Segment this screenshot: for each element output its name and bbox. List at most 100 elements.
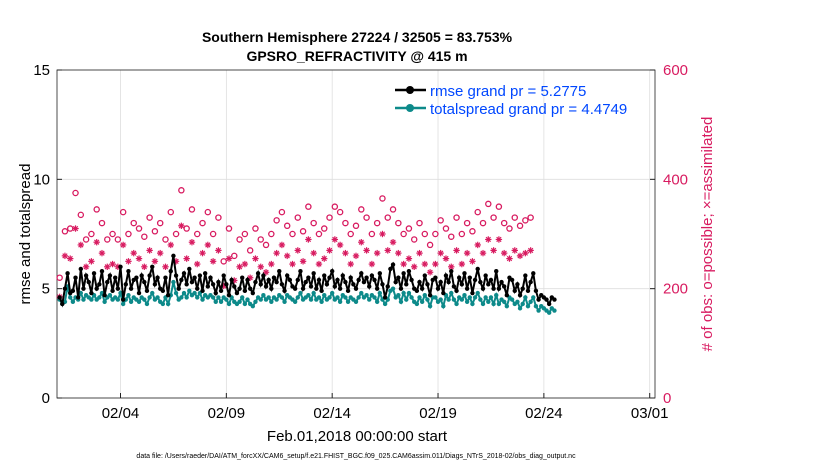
totalspread-point (494, 293, 499, 298)
totalspread-point (181, 290, 187, 296)
totalspread-point (441, 303, 446, 309)
asterisk-stroke (162, 264, 169, 270)
obs-possible-point (463, 219, 471, 227)
obs-possible-point (358, 206, 365, 213)
totalspread-point (515, 299, 520, 304)
y-axis-left-label: rmse and totalspread (17, 164, 34, 305)
obs-possible-point (506, 225, 513, 232)
obs-assimilated-point (98, 249, 106, 257)
obs-assimilated-point (151, 258, 159, 265)
asterisk-stroke (395, 250, 402, 256)
rmse-point (488, 277, 494, 283)
rmse-point (303, 279, 308, 285)
rmse-point (478, 279, 483, 285)
obs-assimilated-point (167, 241, 174, 249)
rmse-point (147, 273, 152, 278)
rmse-point (327, 275, 332, 280)
rmse-point (409, 277, 414, 283)
asterisk-stroke (459, 261, 465, 267)
obs-assimilated-point (448, 263, 455, 270)
rmse-point (517, 293, 523, 298)
obs-assimilated-point (442, 255, 450, 262)
obs-possible-point (453, 214, 460, 221)
obs-assimilated-point (257, 263, 264, 270)
rmse-point (464, 286, 470, 291)
asterisk-stroke (258, 264, 264, 270)
asterisk-stroke (348, 261, 354, 267)
obs-possible-point (516, 222, 524, 230)
obs-possible-point (315, 230, 323, 238)
totalspread-point (356, 295, 361, 300)
rmse-point (120, 297, 126, 302)
rmse-point (165, 293, 171, 298)
chart-title-line2: GPSRO_REFRACTIVITY @ 415 m (246, 48, 467, 64)
legend-rmse-label: rmse grand pr = 5.2775 (430, 83, 586, 100)
obs-possible-point (183, 225, 190, 232)
obs-assimilated-point (389, 239, 397, 246)
totalspread-point (308, 297, 314, 302)
totalspread-point (409, 295, 414, 300)
obs-possible-point (474, 208, 481, 216)
totalspread-point (245, 297, 250, 302)
asterisk-stroke (72, 225, 79, 232)
totalspread-point (298, 290, 303, 296)
rmse-point (494, 268, 499, 274)
x-tick-label: 02/04 (102, 405, 140, 422)
rmse-point (65, 271, 70, 276)
totalspread-point (546, 310, 552, 315)
obs-possible-point (119, 208, 127, 216)
rmse-point (319, 288, 324, 294)
asterisk-stroke (284, 253, 290, 259)
asterisk-stroke (496, 236, 502, 243)
obs-possible-point (167, 208, 175, 216)
asterisk-stroke (210, 258, 216, 264)
totalspread-point (269, 299, 274, 304)
totalspread-point (216, 295, 221, 300)
totalspread-point (396, 293, 401, 298)
totalspread-point (147, 295, 152, 300)
rmse-point (322, 273, 327, 278)
totalspread-point (438, 297, 443, 302)
obs-assimilated-point (315, 260, 323, 268)
obs-possible-point (162, 236, 169, 243)
totalspread-point (523, 295, 528, 300)
obs-possible-point (400, 230, 407, 238)
legend: rmse grand pr = 5.2775 totalspread grand… (395, 83, 627, 118)
totalspread-series (57, 279, 557, 315)
obs-assimilated-point (215, 247, 222, 254)
asterisk-stroke (125, 258, 132, 264)
rmse-point (208, 275, 213, 280)
rmse-point (152, 282, 158, 287)
asterisk-stroke (99, 250, 105, 256)
rmse-point (359, 271, 364, 276)
rmse-point (62, 286, 68, 291)
totalspread-point (486, 299, 491, 304)
obs-possible-point (156, 219, 164, 227)
totalspread-point (401, 290, 406, 296)
asterisk-stroke (363, 247, 370, 254)
x-tick-label: 03/01 (631, 405, 669, 422)
obs-possible-point (231, 252, 238, 260)
rmse-point (422, 273, 427, 278)
asterisk-stroke (78, 242, 84, 248)
asterisk-stroke (501, 250, 507, 256)
rmse-point (279, 282, 285, 287)
rmse-point (316, 277, 322, 283)
totalspread-point (237, 299, 242, 304)
totalspread-point (173, 290, 179, 296)
obs-assimilated-point (453, 247, 460, 254)
rmse-point (224, 282, 229, 287)
obs-assimilated-point (495, 236, 503, 243)
rmse-point (173, 273, 179, 278)
rmse-point (150, 264, 155, 269)
totalspread-point (192, 290, 197, 296)
obs-possible-point (405, 225, 413, 232)
asterisk-stroke (321, 255, 327, 262)
obs-assimilated-point (411, 263, 418, 270)
rmse-point (81, 286, 86, 291)
asterisk-stroke (448, 264, 454, 270)
rmse-point (308, 284, 314, 289)
asterisk-stroke (205, 242, 211, 248)
asterisk-stroke (475, 242, 481, 248)
